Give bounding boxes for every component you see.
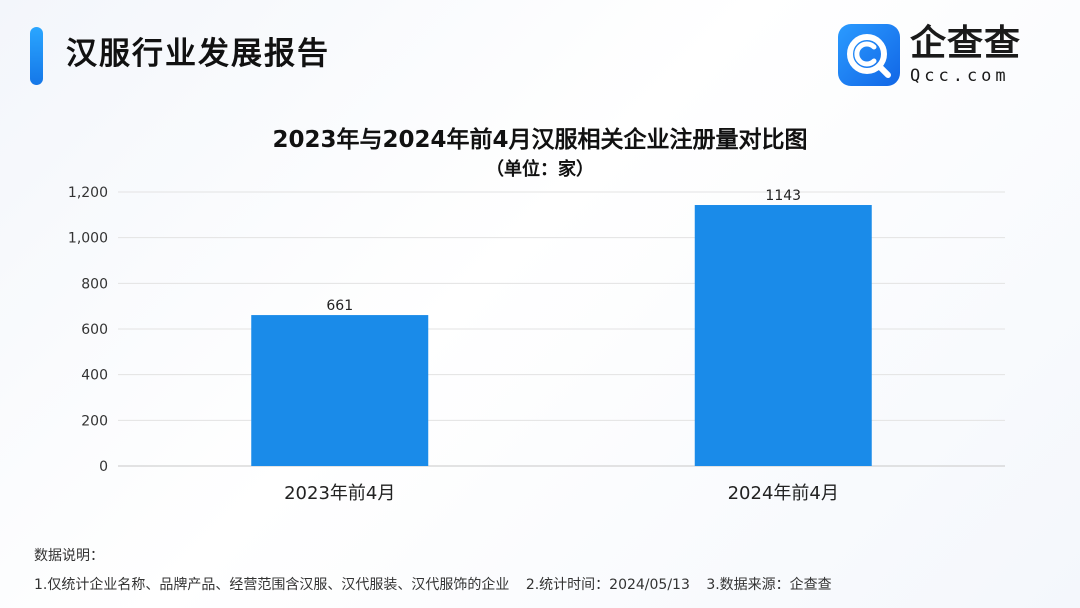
- note-item: 1.仅统计企业名称、品牌产品、经营范围含汉服、汉代服装、汉代服饰的企业: [34, 577, 510, 593]
- notes-body: 1.仅统计企业名称、品牌产品、经营范围含汉服、汉代服装、汉代服饰的企业 2.统计…: [34, 575, 844, 595]
- y-tick-label: 400: [81, 368, 108, 384]
- logo-domain: Qcc.com: [910, 66, 1010, 86]
- y-tick-label: 1,000: [68, 231, 108, 247]
- chart-subtitle: （单位：家）: [486, 159, 594, 180]
- qcc-logo-icon: [838, 24, 900, 86]
- magnifier-icon: [847, 34, 891, 78]
- logo-name: 企查查: [910, 23, 1022, 64]
- report-title: 汉服行业发展报告: [66, 36, 330, 72]
- y-tick-label: 0: [99, 459, 108, 475]
- title-accent-bar: [30, 27, 43, 85]
- chart-title: 2023年与2024年前4月汉服相关企业注册量对比图: [272, 127, 808, 153]
- note-item: 2.统计时间：2024/05/13: [525, 577, 690, 593]
- data-label: 661: [326, 298, 353, 314]
- y-tick-label: 600: [81, 322, 108, 338]
- note-item: 3.数据来源：企查查: [706, 577, 832, 593]
- y-tick-label: 200: [81, 413, 108, 429]
- y-tick-label: 1,200: [68, 185, 108, 201]
- bar: [251, 315, 429, 466]
- x-tick-label: 2024年前4月: [728, 483, 839, 504]
- bar: [694, 205, 872, 466]
- y-tick-label: 800: [81, 276, 108, 292]
- x-tick-label: 2023年前4月: [284, 483, 395, 504]
- notes-heading: 数据说明：: [34, 548, 104, 564]
- data-label: 1143: [765, 188, 801, 204]
